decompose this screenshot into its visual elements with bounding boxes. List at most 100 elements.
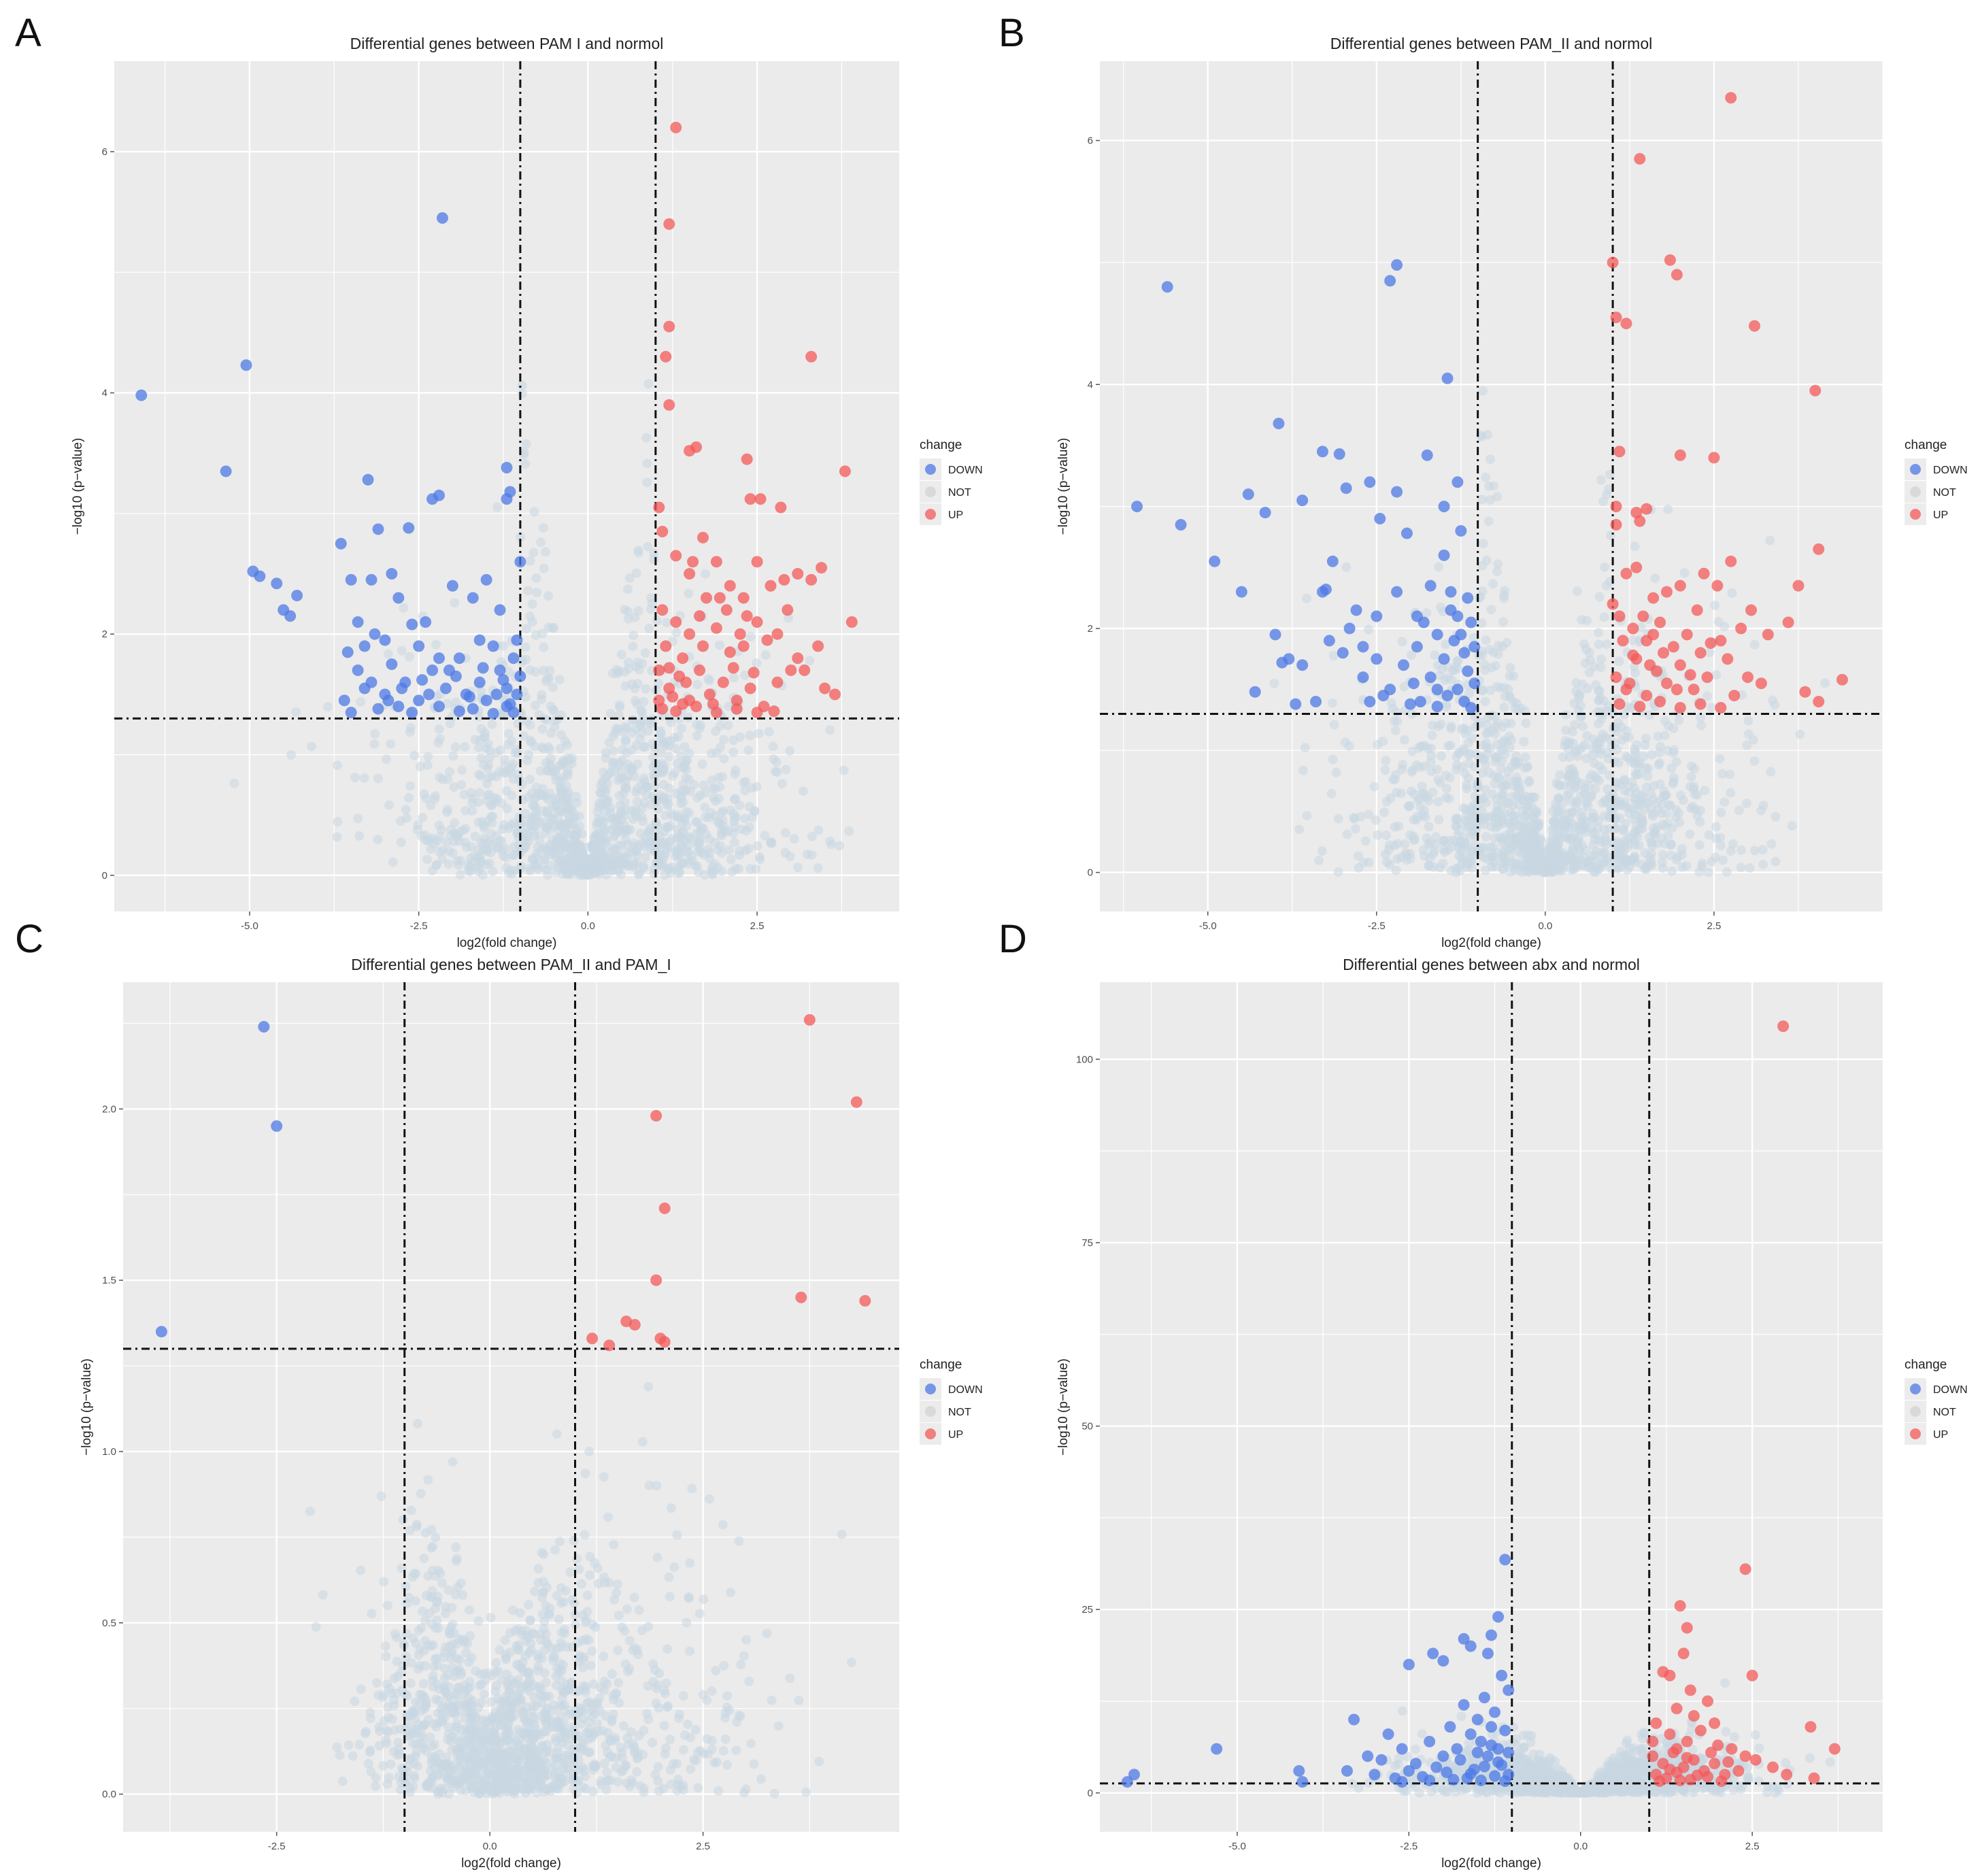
not-point: [633, 850, 643, 860]
legend-label: UP: [948, 1429, 963, 1441]
not-point: [381, 754, 391, 765]
not-point: [1435, 777, 1445, 788]
not-point: [1434, 814, 1444, 824]
not-point: [1439, 837, 1449, 847]
not-point: [1519, 737, 1529, 747]
x-tick-label: -5.0: [241, 920, 258, 932]
not-point: [1390, 725, 1400, 735]
not-point: [530, 831, 540, 841]
not-point: [525, 556, 535, 566]
not-point: [443, 1690, 454, 1701]
not-point: [1770, 700, 1780, 710]
not-point: [539, 1624, 549, 1634]
not-point: [1646, 856, 1656, 866]
not-point: [614, 1610, 624, 1620]
up-point: [1701, 671, 1713, 684]
not-point: [673, 1775, 683, 1785]
not-point: [532, 588, 542, 598]
not-point: [1517, 858, 1527, 869]
not-point: [567, 847, 577, 857]
not-point: [1771, 856, 1781, 867]
not-point: [423, 752, 433, 762]
down-point: [338, 694, 350, 707]
down-point: [1438, 653, 1450, 665]
down-point: [1235, 586, 1247, 598]
not-point: [631, 695, 641, 705]
not-point: [1559, 858, 1569, 868]
not-point: [517, 657, 527, 667]
not-point: [672, 1530, 682, 1540]
not-point: [683, 847, 693, 857]
not-point: [1328, 651, 1339, 661]
down-point: [386, 568, 398, 580]
not-point: [507, 1605, 518, 1615]
up-points: [653, 122, 858, 718]
not-point: [554, 1537, 565, 1547]
not-point: [1464, 688, 1474, 699]
up-point: [1630, 561, 1643, 573]
not-point: [456, 856, 466, 866]
down-point: [1455, 629, 1467, 641]
not-point: [622, 825, 633, 835]
down-point: [511, 688, 523, 701]
up-point: [663, 218, 675, 230]
not-point: [460, 1774, 471, 1784]
not-point: [700, 802, 710, 812]
not-point: [745, 632, 756, 642]
down-point: [1337, 647, 1349, 659]
not-point: [423, 1571, 433, 1581]
not-point: [578, 1681, 588, 1691]
not-point: [1600, 562, 1610, 572]
not-point: [463, 860, 473, 870]
not-point: [1647, 811, 1658, 821]
not-point: [538, 665, 548, 675]
not-point: [780, 848, 790, 858]
not-point: [546, 1783, 556, 1793]
not-point: [419, 1554, 429, 1564]
not-point: [456, 1742, 467, 1752]
not-point: [719, 754, 729, 764]
not-point: [1420, 805, 1430, 816]
not-point: [477, 1781, 487, 1791]
not-point: [722, 1691, 733, 1701]
not-point: [533, 1577, 543, 1588]
not-point: [679, 741, 690, 752]
not-point: [1486, 710, 1496, 720]
not-point: [557, 1701, 567, 1711]
not-point: [1481, 738, 1492, 748]
not-point: [599, 1652, 609, 1662]
not-point: [1521, 718, 1531, 728]
not-point: [635, 867, 645, 877]
not-point: [552, 1429, 562, 1439]
not-point: [1298, 765, 1308, 775]
x-tick-label: 0.0: [1538, 920, 1552, 932]
not-point: [1317, 846, 1327, 856]
not-point: [752, 841, 762, 851]
not-point: [517, 388, 527, 399]
not-point: [521, 624, 531, 634]
not-point: [653, 804, 663, 814]
not-point: [622, 723, 633, 733]
not-point: [498, 768, 508, 778]
not-point: [537, 1781, 547, 1791]
not-point: [1563, 771, 1573, 782]
not-point: [728, 735, 739, 746]
up-point: [782, 604, 794, 616]
not-point: [662, 618, 672, 628]
down-point: [433, 489, 446, 501]
not-point: [1524, 777, 1534, 788]
not-point: [1379, 807, 1390, 818]
not-point: [465, 1741, 475, 1752]
not-point: [616, 808, 626, 818]
not-point: [286, 750, 296, 760]
not-point: [548, 705, 558, 715]
legend-swatch-down: [1910, 464, 1921, 475]
not-point: [602, 1767, 612, 1777]
not-point: [403, 1592, 414, 1603]
not-point: [601, 1741, 611, 1751]
up-point: [741, 610, 753, 622]
up-point: [660, 640, 672, 652]
not-point: [1598, 765, 1608, 775]
not-point: [756, 1774, 766, 1784]
not-point: [1451, 661, 1461, 671]
